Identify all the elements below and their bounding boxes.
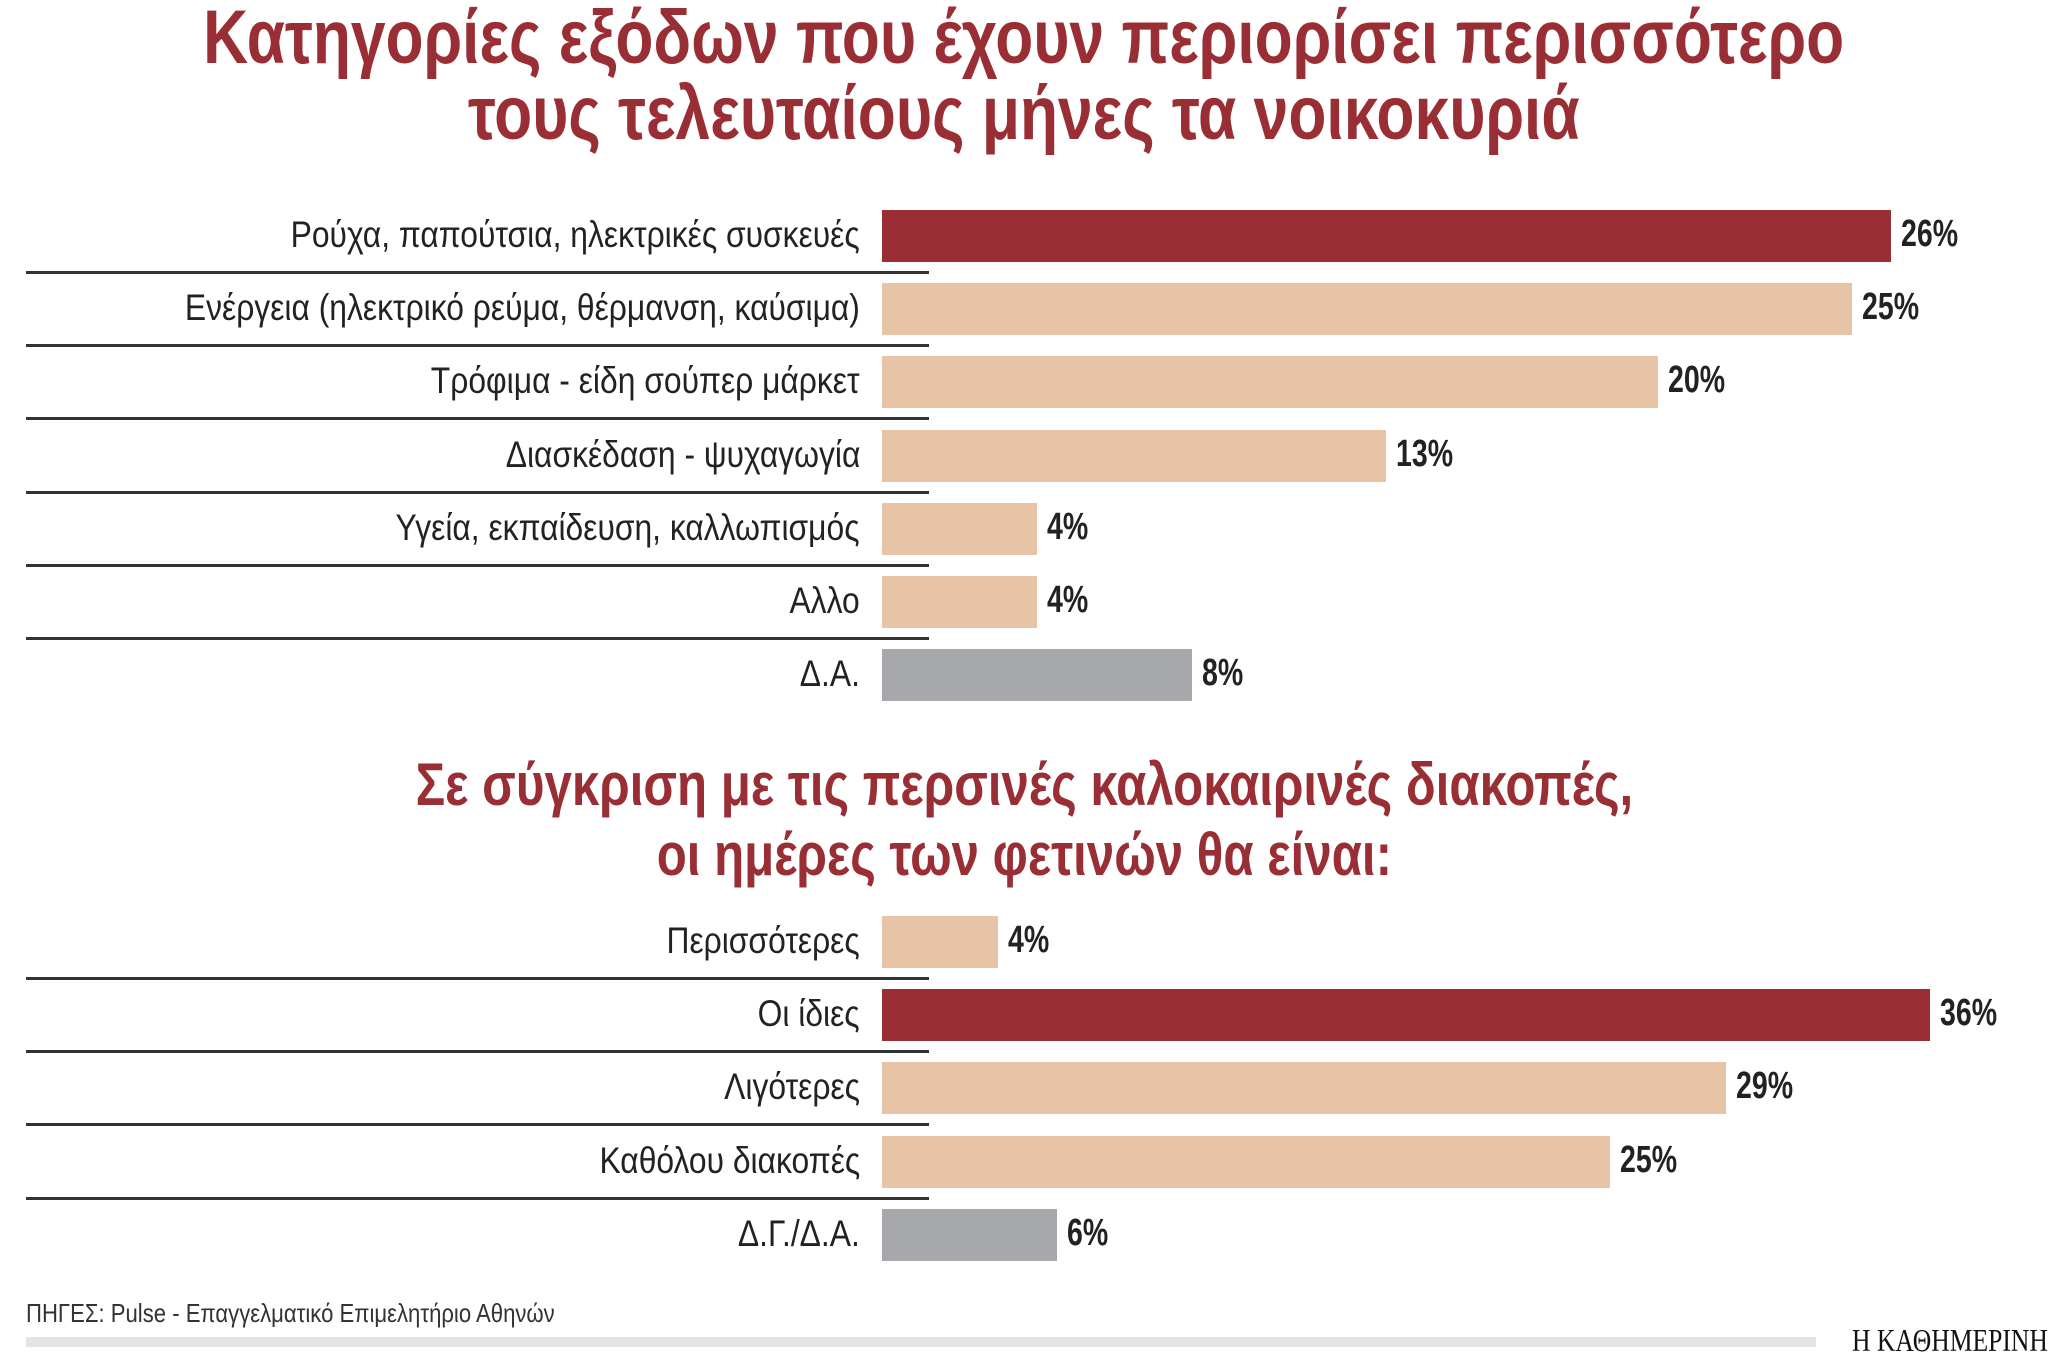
value-label: 4% <box>1008 919 1050 961</box>
category-label: Διασκέδαση - ψυχαγωγία <box>505 433 860 475</box>
value-label: 8% <box>1202 652 1244 695</box>
bar <box>882 1062 1726 1115</box>
value-label: 25% <box>1862 286 1920 329</box>
row-separator <box>26 977 929 980</box>
category-label: Δ.Α. <box>799 653 860 695</box>
row-separator <box>26 563 929 567</box>
value-label: 25% <box>1619 1138 1677 1181</box>
chart-1-title-line-2: τους τελευταίους μήνες τα νοικοκυριά <box>468 71 1580 156</box>
row-separator <box>26 1123 929 1127</box>
category-label: Υγεία, εκπαίδευση, καλλωπισμός <box>395 506 860 548</box>
row-separator <box>26 1196 929 1200</box>
category-label: Περισσότερες <box>666 920 860 961</box>
category-label: Δ.Γ./Δ.Α. <box>738 1212 860 1254</box>
category-label: Τρόφιμα - είδη σούπερ μάρκετ <box>431 360 860 402</box>
row-separator <box>26 344 929 348</box>
value-label: 29% <box>1735 1065 1793 1108</box>
row-separator <box>26 490 929 494</box>
value-label: 4% <box>1047 579 1089 621</box>
chart-2-title-line-1: Σε σύγκριση με τις περσινές καλοκαιρινές… <box>415 751 1633 818</box>
bar <box>882 1135 1610 1188</box>
category-label: Οι ίδιες <box>757 993 860 1035</box>
category-label: Καθόλου διακοπές <box>599 1139 860 1181</box>
value-label: 36% <box>1939 992 1997 1035</box>
row-separator <box>26 1050 929 1054</box>
bar <box>882 576 1038 628</box>
bar <box>882 210 1891 262</box>
bar <box>882 649 1193 702</box>
value-label: 26% <box>1900 213 1958 255</box>
bar <box>882 916 999 968</box>
bar <box>882 989 1930 1042</box>
category-label: Ενέργεια (ηλεκτρικό ρεύμα, θέρμανση, καύ… <box>184 287 860 329</box>
bar <box>882 1208 1057 1261</box>
bar <box>882 429 1387 482</box>
source-note: ΠΗΓΕΣ: Pulse - Επαγγελματικό Επιμελητήρι… <box>26 1298 555 1328</box>
value-label: 13% <box>1396 432 1454 475</box>
bar <box>882 356 1658 409</box>
chart-2-title: Σε σύγκριση με τις περσινές καλοκαιρινές… <box>0 750 2048 890</box>
bar <box>882 502 1038 555</box>
value-label: 6% <box>1066 1211 1108 1254</box>
category-label: Λιγότερες <box>724 1066 860 1108</box>
publisher-logo: Η ΚΑΘΗΜΕΡΙΝΗ <box>1852 1322 2048 1358</box>
category-label: Αλλο <box>789 580 860 621</box>
category-label: Ρούχα, παπούτσια, ηλεκτρικές συσκευές <box>290 214 860 255</box>
chart-1-title-line-1: Κατηγορίες εξόδων που έχουν περιορίσει π… <box>203 0 1845 80</box>
row-separator <box>26 417 929 421</box>
value-label: 4% <box>1047 505 1089 548</box>
row-separator <box>26 271 929 274</box>
chart-2-title-line-2: οι ημέρες των φετινών θα είναι: <box>656 821 1392 888</box>
row-separator <box>26 637 929 640</box>
value-label: 20% <box>1668 359 1726 402</box>
footer-rule <box>26 1337 1816 1347</box>
bar <box>882 283 1852 336</box>
chart-1-title: Κατηγορίες εξόδων που έχουν περιορίσει π… <box>0 0 2048 152</box>
